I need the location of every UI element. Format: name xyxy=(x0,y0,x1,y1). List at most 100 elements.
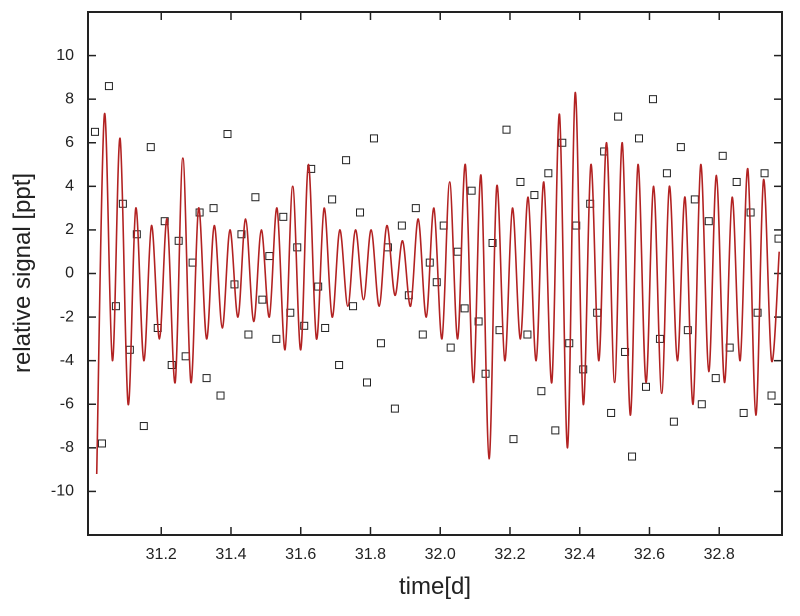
data-point xyxy=(614,112,623,121)
data-point xyxy=(537,387,546,396)
plot-frame xyxy=(87,11,783,536)
data-point xyxy=(732,177,741,186)
data-point xyxy=(697,400,706,409)
data-point xyxy=(139,422,148,431)
data-point xyxy=(132,230,141,239)
data-point xyxy=(648,95,657,104)
y-tick-label: -6 xyxy=(60,395,74,412)
data-point xyxy=(446,343,455,352)
data-point xyxy=(328,195,337,204)
data-point xyxy=(655,334,664,343)
x-tick-label: 31.2 xyxy=(146,546,177,563)
data-point xyxy=(683,326,692,335)
data-point xyxy=(411,204,420,213)
data-point xyxy=(558,138,567,147)
x-tick-label: 32.4 xyxy=(564,546,595,563)
data-point xyxy=(495,326,504,335)
y-tick-label: 2 xyxy=(65,221,74,238)
data-point xyxy=(181,352,190,361)
y-tick-label: -10 xyxy=(51,483,74,500)
data-point xyxy=(551,426,560,435)
data-point xyxy=(544,169,553,178)
data-point xyxy=(739,408,748,417)
data-point xyxy=(216,391,225,400)
data-point xyxy=(390,404,399,413)
y-tick-label: 6 xyxy=(65,134,74,151)
x-axis-title: time[d] xyxy=(399,573,471,600)
data-point xyxy=(474,317,483,326)
data-point xyxy=(314,282,323,291)
data-point xyxy=(530,191,539,200)
data-point xyxy=(293,243,302,252)
data-point xyxy=(523,330,532,339)
data-point xyxy=(202,374,211,383)
data-point xyxy=(342,156,351,165)
x-tick-label: 32.0 xyxy=(425,546,456,563)
data-point xyxy=(272,334,281,343)
data-point xyxy=(209,204,218,213)
y-tick-label: 10 xyxy=(56,47,74,64)
data-point xyxy=(753,308,762,317)
y-tick-label: -8 xyxy=(60,439,74,456)
x-tick-label: 32.8 xyxy=(704,546,735,563)
data-point xyxy=(244,330,253,339)
data-point xyxy=(265,252,274,261)
data-point xyxy=(767,391,776,400)
data-point xyxy=(635,134,644,143)
data-point xyxy=(690,195,699,204)
data-point xyxy=(321,323,330,332)
data-point xyxy=(453,247,462,256)
data-point xyxy=(279,212,288,221)
x-tick-label: 31.4 xyxy=(215,546,246,563)
data-point xyxy=(704,217,713,226)
data-point xyxy=(502,125,511,134)
data-point xyxy=(300,321,309,330)
data-point xyxy=(467,186,476,195)
y-tick-label: -4 xyxy=(60,352,74,369)
data-point xyxy=(97,439,106,448)
y-tick-label: 8 xyxy=(65,90,74,107)
data-point xyxy=(579,365,588,374)
data-point xyxy=(174,236,183,245)
data-point xyxy=(397,221,406,230)
data-point xyxy=(774,234,783,243)
data-point xyxy=(223,130,232,139)
data-point xyxy=(369,134,378,143)
data-point xyxy=(104,82,113,91)
data-point xyxy=(125,345,134,354)
data-point xyxy=(628,452,637,461)
data-point xyxy=(516,177,525,186)
x-tick-label: 32.6 xyxy=(634,546,665,563)
data-point xyxy=(237,230,246,239)
data-point xyxy=(432,278,441,287)
data-point xyxy=(662,169,671,178)
x-tick-label: 31.8 xyxy=(355,546,386,563)
data-point xyxy=(362,378,371,387)
y-tick-label: 0 xyxy=(65,265,74,282)
data-point xyxy=(111,302,120,311)
data-point xyxy=(509,435,518,444)
data-point xyxy=(718,151,727,160)
data-point xyxy=(565,339,574,348)
data-point xyxy=(488,238,497,247)
data-point xyxy=(676,143,685,152)
data-point xyxy=(146,143,155,152)
data-point xyxy=(711,374,720,383)
data-point xyxy=(607,408,616,417)
data-point xyxy=(356,208,365,217)
data-point xyxy=(641,382,650,391)
data-point xyxy=(349,302,358,311)
data-point xyxy=(258,295,267,304)
data-point xyxy=(460,304,469,313)
data-point xyxy=(418,330,427,339)
y-tick-label: 4 xyxy=(65,178,74,195)
data-point xyxy=(167,361,176,370)
fit-line xyxy=(95,91,781,475)
data-point xyxy=(669,417,678,426)
data-point xyxy=(335,361,344,370)
y-tick-label: -2 xyxy=(60,308,74,325)
data-point xyxy=(376,339,385,348)
data-point xyxy=(90,127,99,136)
x-tick-label: 31.6 xyxy=(285,546,316,563)
